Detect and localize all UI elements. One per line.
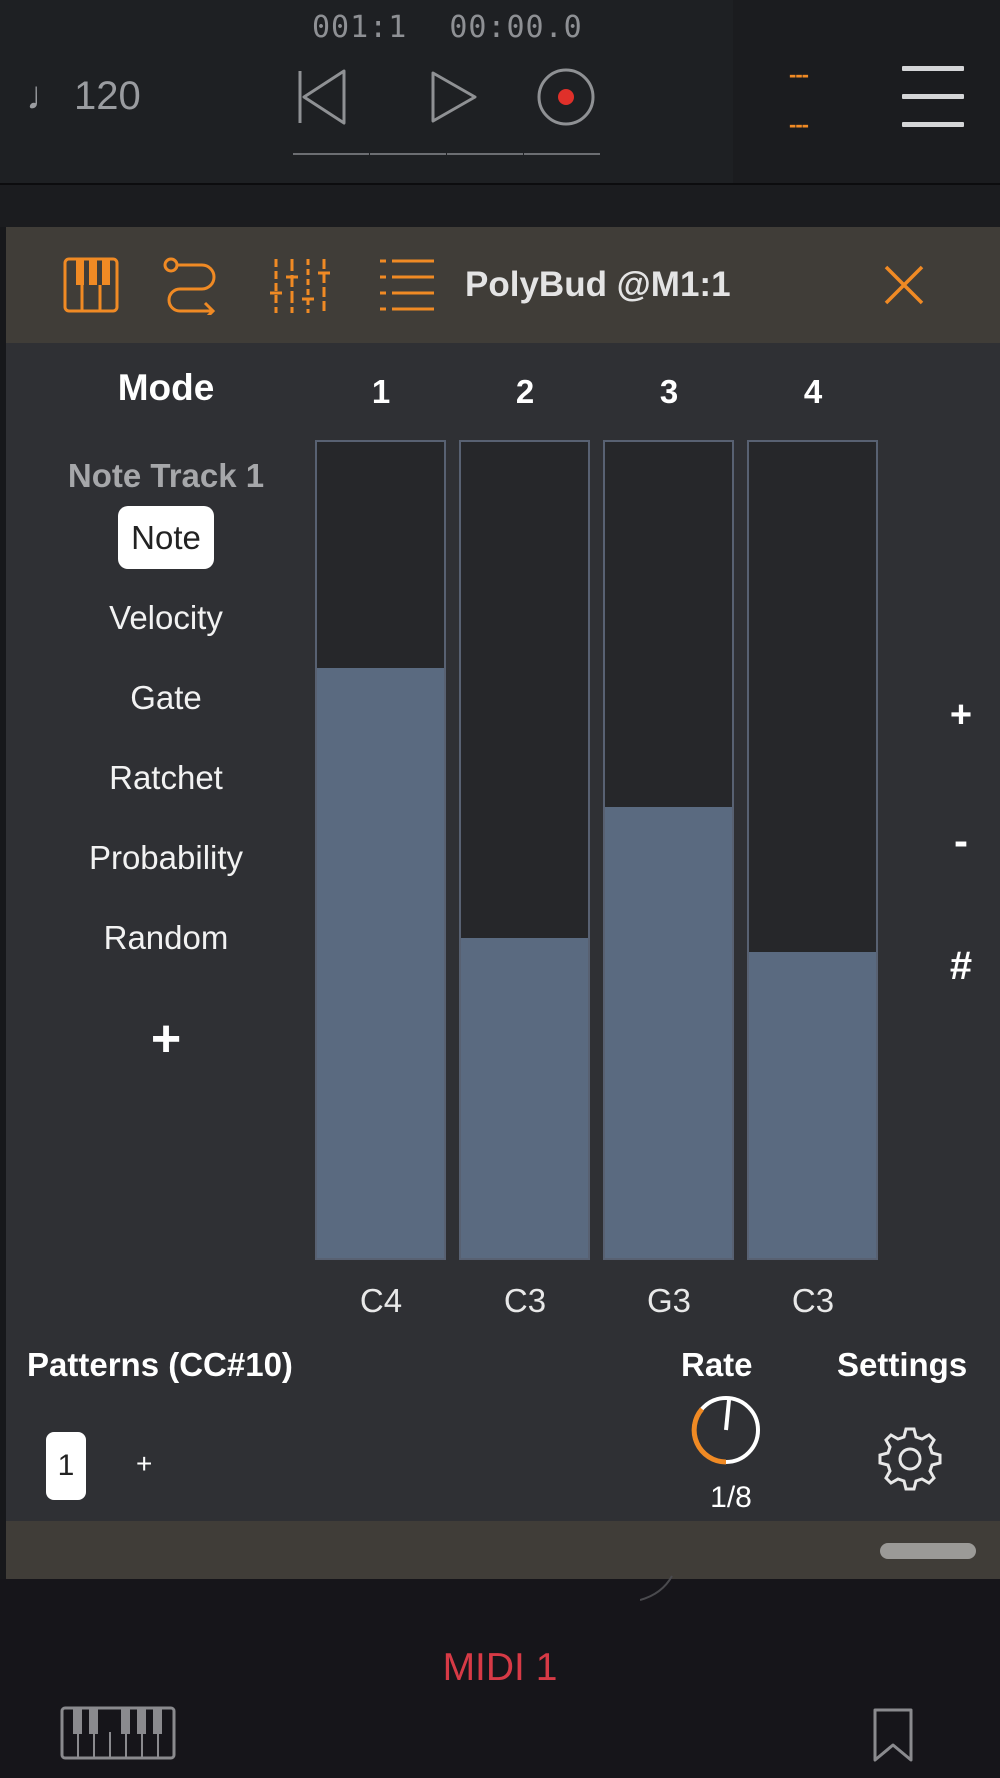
- route-icon[interactable]: [162, 255, 222, 315]
- record-button[interactable]: [531, 62, 601, 132]
- mode-item-velocity[interactable]: Velocity: [109, 599, 223, 636]
- step-number: 2: [515, 373, 535, 410]
- decorative-arc: [640, 1575, 673, 1601]
- plugin-header: PolyBud @M1:1: [6, 227, 1000, 343]
- tempo-value: 120: [74, 74, 141, 118]
- add-pattern-button[interactable]: +: [136, 1448, 153, 1479]
- step-fill: [605, 805, 732, 1258]
- increase-button[interactable]: +: [949, 694, 973, 736]
- step-note: C4: [359, 1282, 403, 1319]
- resize-handle[interactable]: [880, 1543, 976, 1559]
- host-bottom-area: [0, 1579, 1000, 1778]
- list-icon[interactable]: [378, 255, 438, 315]
- menu-icon[interactable]: [902, 66, 964, 130]
- note-icon: ♩: [26, 74, 66, 118]
- mode-heading: Mode: [117, 367, 215, 408]
- plugin-footer: [6, 1521, 1000, 1579]
- record-icon: [537, 68, 595, 126]
- mixer-sliders-icon[interactable]: [270, 255, 330, 315]
- tempo-display[interactable]: ♩ 120: [26, 74, 141, 119]
- position-readout: 001:1 00:00.0: [312, 10, 583, 45]
- gear-icon[interactable]: [876, 1425, 944, 1493]
- close-icon[interactable]: [882, 263, 926, 307]
- track-name: Note Track 1: [67, 457, 265, 494]
- step-fill: [749, 949, 876, 1258]
- plugin-window: PolyBud @M1:1 Mode Note Track 1 Note Vel…: [6, 227, 1000, 1579]
- step-number: 4: [803, 373, 823, 410]
- rate-label: Rate: [681, 1346, 753, 1383]
- mode-item-note[interactable]: Note: [46, 506, 286, 569]
- piano-keys-icon[interactable]: [62, 255, 122, 315]
- settings-label: Settings: [837, 1346, 968, 1383]
- step-slider[interactable]: [459, 440, 590, 1260]
- step-note: C3: [791, 1282, 835, 1319]
- host-background: [0, 185, 1000, 227]
- transport-underline: [524, 153, 600, 155]
- slot-top-indicator[interactable]: ---: [789, 62, 809, 87]
- transport-bar: ♩ 120 001:1 00:00.0 --- ---: [0, 0, 1000, 185]
- decrease-button[interactable]: -: [954, 817, 968, 864]
- track-label[interactable]: MIDI 1: [442, 1646, 558, 1689]
- patterns-label: Patterns (CC#10): [27, 1346, 293, 1383]
- step-fill: [461, 935, 588, 1258]
- transport-underline: [370, 153, 446, 155]
- mode-label: Note: [118, 506, 214, 569]
- step-slider[interactable]: [315, 440, 446, 1260]
- rewind-button[interactable]: [287, 62, 357, 132]
- sharp-button[interactable]: #: [949, 944, 973, 988]
- transport-right-area: [733, 0, 1000, 183]
- slot-bottom-indicator[interactable]: ---: [789, 112, 809, 137]
- rewind-icon: [298, 69, 346, 125]
- step-note: G3: [646, 1282, 692, 1319]
- step-number: 3: [659, 373, 679, 410]
- time-display: 00:00.0: [449, 10, 583, 45]
- step-slider[interactable]: [603, 440, 734, 1260]
- step-note: C3: [503, 1282, 547, 1319]
- add-mode-button[interactable]: +: [150, 1010, 182, 1068]
- play-icon: [431, 71, 477, 123]
- mode-item-probability[interactable]: Probability: [88, 839, 244, 876]
- rate-knob[interactable]: [688, 1392, 764, 1468]
- step-number: 1: [371, 373, 391, 410]
- play-button[interactable]: [418, 62, 488, 132]
- rate-value: 1/8: [710, 1481, 752, 1514]
- transport-underline: [447, 153, 523, 155]
- transport-underline: [293, 153, 369, 155]
- mode-item-ratchet[interactable]: Ratchet: [109, 759, 223, 796]
- bookmark-icon[interactable]: [872, 1707, 914, 1763]
- plugin-title: PolyBud @M1:1: [465, 265, 731, 304]
- step-fill: [317, 666, 444, 1258]
- mode-item-gate[interactable]: Gate: [130, 679, 202, 716]
- step-slider[interactable]: [747, 440, 878, 1260]
- mode-item-random[interactable]: Random: [103, 919, 229, 956]
- bar-position: 001:1: [312, 10, 408, 45]
- pattern-chip[interactable]: 1: [46, 1432, 86, 1500]
- keyboard-icon[interactable]: [60, 1706, 176, 1760]
